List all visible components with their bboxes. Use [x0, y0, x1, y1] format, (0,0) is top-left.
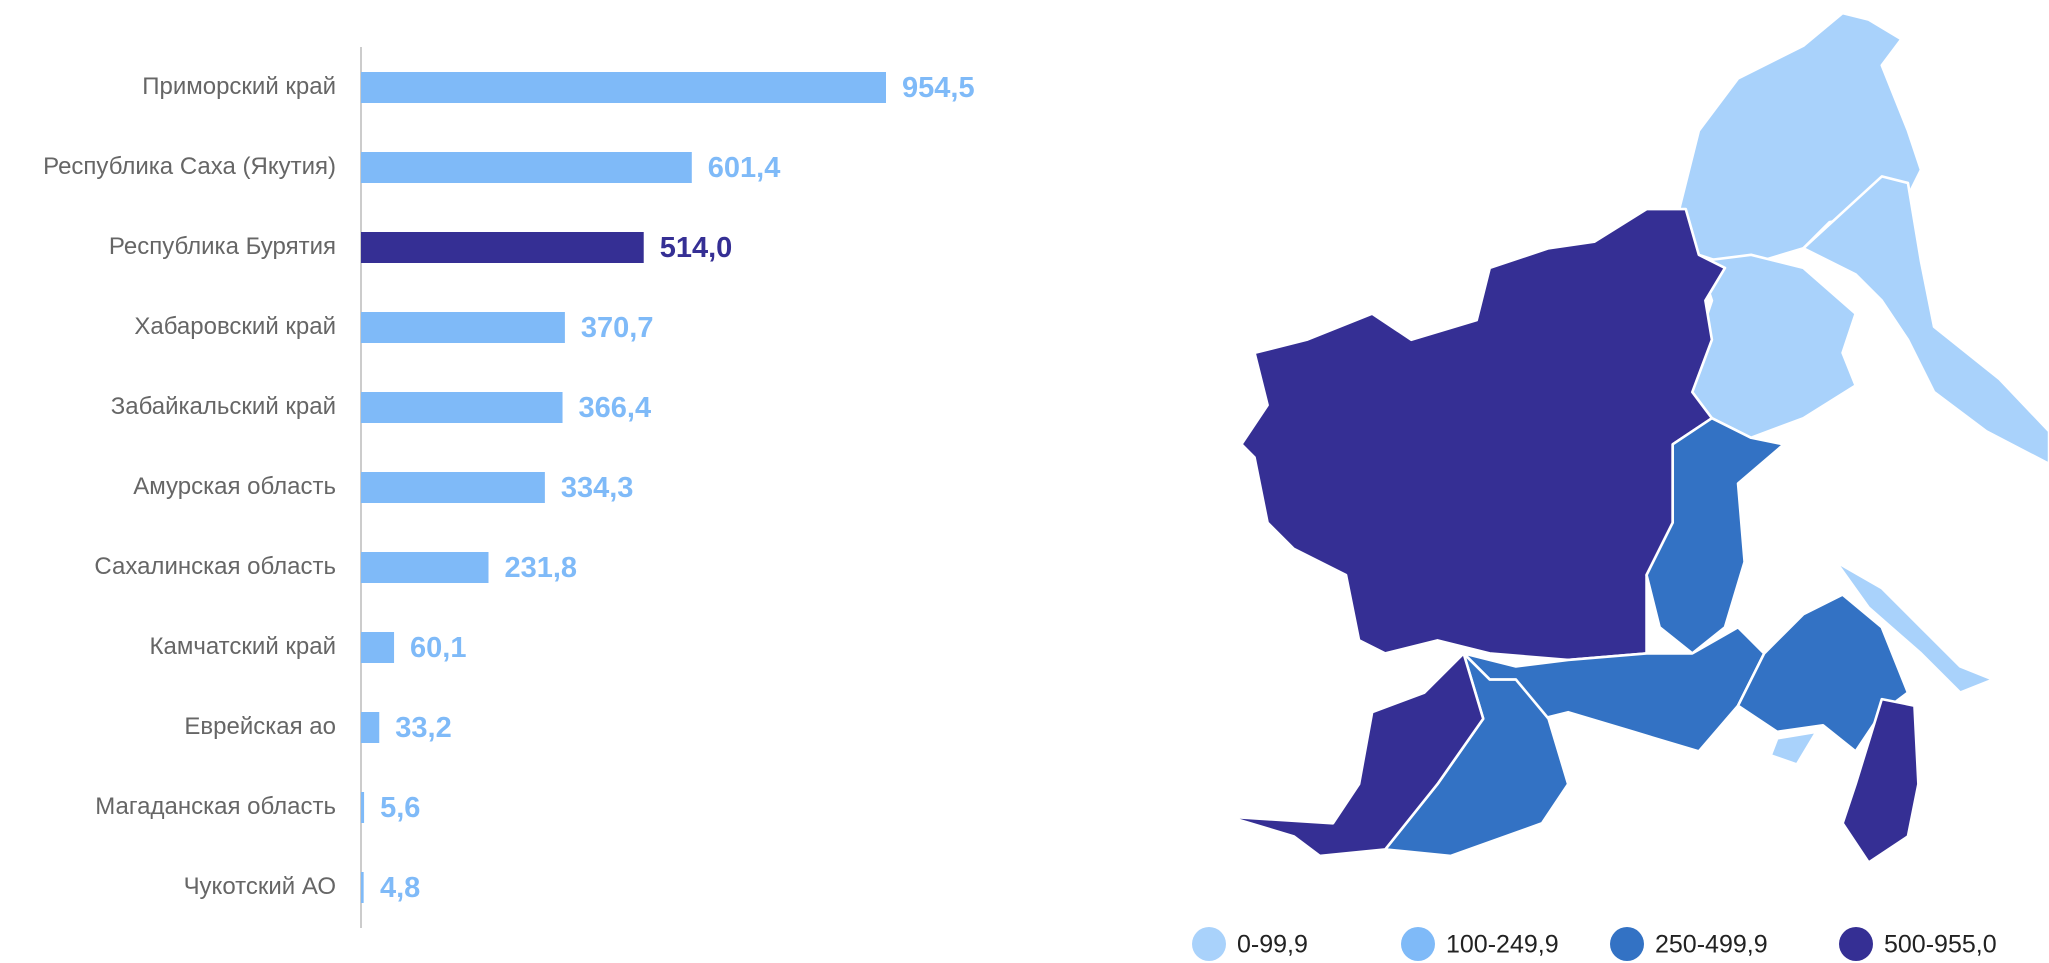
bar	[361, 872, 364, 903]
category-label: Хабаровский край	[134, 313, 336, 340]
value-label: 514,0	[660, 232, 733, 264]
category-label: Еврейская ао	[184, 713, 336, 740]
bar	[361, 312, 565, 343]
value-label: 231,8	[504, 552, 577, 584]
map-region	[1736, 593, 1910, 753]
legend-marker	[1192, 927, 1226, 961]
bar	[361, 72, 886, 103]
map-region	[1227, 652, 1485, 858]
bar	[361, 232, 644, 263]
value-label: 601,4	[708, 152, 781, 184]
legend-label: 500-955,0	[1884, 931, 1997, 959]
legend-label: 100-249,9	[1446, 931, 1559, 959]
category-label: Амурская область	[133, 473, 336, 500]
map-region	[1645, 416, 1786, 655]
value-label: 954,5	[902, 72, 975, 104]
category-label: Приморский край	[142, 73, 336, 100]
category-label: Забайкальский край	[111, 393, 336, 420]
category-label: Камчатский край	[150, 633, 336, 660]
value-label: 60,1	[410, 632, 466, 664]
category-label: Сахалинская область	[94, 553, 336, 580]
legend-marker	[1401, 927, 1435, 961]
category-label: Республика Бурятия	[109, 233, 336, 260]
category-label: Республика Саха (Якутия)	[43, 153, 336, 180]
value-label: 4,8	[380, 872, 420, 904]
bar	[361, 392, 563, 423]
bar	[361, 472, 545, 503]
legend-label: 250-499,9	[1655, 931, 1768, 959]
value-label: 334,3	[561, 472, 634, 504]
value-label: 370,7	[581, 312, 654, 344]
bar	[361, 632, 395, 663]
map-region	[1802, 175, 2049, 466]
map	[1227, 11, 2049, 864]
bar	[361, 552, 489, 583]
bar	[361, 152, 692, 183]
value-label: 5,6	[380, 792, 420, 824]
value-label: 366,4	[579, 392, 652, 424]
map-region	[1834, 560, 1995, 694]
map-region	[1769, 730, 1818, 766]
legend-marker	[1610, 927, 1644, 961]
legend-label: 0-99,9	[1237, 931, 1308, 959]
value-label: 33,2	[395, 712, 451, 744]
bar	[361, 792, 365, 823]
category-label: Чукотский АО	[184, 873, 336, 900]
category-label: Магаданская область	[95, 793, 336, 820]
legend-marker	[1839, 927, 1873, 961]
bar	[361, 712, 380, 743]
map-region	[1841, 697, 1920, 864]
